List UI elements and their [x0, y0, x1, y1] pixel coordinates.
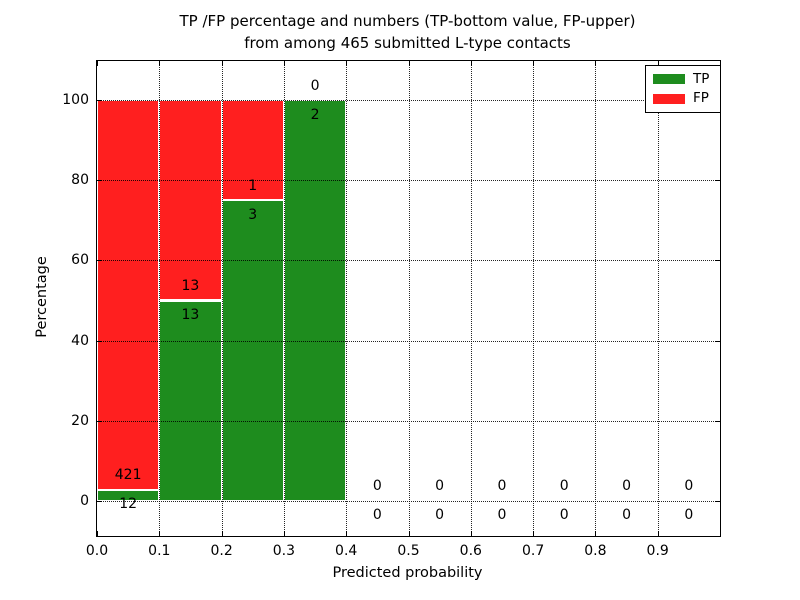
fp-legend-swatch: [653, 93, 685, 104]
x-tick-mark: [657, 531, 659, 536]
x-axis-label: Predicted probability: [332, 565, 483, 581]
fp-count-label: 0: [497, 478, 507, 495]
x-tick-mark-top: [533, 61, 535, 66]
fp-count-label: 0: [622, 478, 632, 495]
grid-line-v: [159, 61, 161, 536]
x-tick-mark: [346, 531, 348, 536]
legend-entry: TP: [653, 70, 720, 87]
x-tick-label: 0.0: [85, 543, 109, 559]
x-tick-label: 0.3: [272, 543, 296, 559]
x-tick-mark: [595, 531, 597, 536]
bar-segment-tp: [283, 100, 347, 501]
y-tick-label: 60: [71, 252, 89, 269]
tp-count-label: 0: [372, 507, 382, 524]
legend-label: FP: [693, 90, 709, 107]
x-tick-mark: [408, 531, 410, 536]
y-tick-label: 20: [71, 412, 89, 429]
chart-title-line2: from among 465 submitted L-type contacts: [244, 34, 571, 52]
y-tick-mark-right: [715, 260, 720, 262]
legend-label: TP: [693, 70, 710, 87]
x-tick-label: 0.6: [459, 543, 482, 559]
x-tick-mark-top: [221, 61, 223, 66]
y-tick-mark: [97, 420, 102, 422]
x-tick-mark-top: [159, 61, 161, 66]
grid-line-v: [595, 61, 597, 536]
tp-legend-swatch: [653, 74, 685, 85]
y-tick-mark-right: [715, 420, 720, 422]
x-tick-label: 0.2: [210, 543, 233, 559]
bar-segment-tp: [221, 200, 284, 501]
tp-count-label: 0: [684, 507, 694, 524]
tp-count-label: 13: [181, 306, 200, 323]
fp-count-label: 0: [684, 478, 694, 495]
y-tick-mark: [97, 260, 102, 262]
tp-count-label: 0: [497, 507, 507, 524]
plot-area: 0.0 0.1 0.2 0.3 0.4 0.5 0.6 0.7 0.8 0.9 0 20 40 60 80 1…: [62, 60, 721, 559]
fp-count-label: 0: [372, 478, 382, 495]
y-tick-label: 0: [80, 492, 89, 509]
x-tick-label: 0.1: [148, 543, 171, 559]
y-tick-mark: [97, 100, 102, 102]
y-tick-label: 40: [71, 332, 89, 349]
y-tick-mark-right: [715, 500, 720, 502]
x-tick-mark: [159, 531, 161, 536]
x-tick-label: 0.9: [646, 543, 669, 559]
bar-segment-fp: [159, 100, 222, 301]
chart-title-line1: TP /FP percentage and numbers (TP-bottom…: [179, 12, 636, 30]
y-tick-mark-right: [715, 340, 720, 342]
y-tick-label: 100: [62, 92, 89, 109]
x-tick-mark-top: [470, 61, 472, 66]
tp-count-label: 3: [248, 206, 258, 223]
bar-segment-fp: [97, 100, 160, 490]
fp-count-label: 0: [435, 478, 445, 495]
bar-segment-tp: [97, 489, 160, 501]
x-tick-mark-top: [97, 61, 98, 66]
y-tick-mark: [97, 340, 102, 342]
tp-count-label: 2: [310, 106, 320, 123]
tp-count-label: 0: [559, 507, 569, 524]
y-tick-label: 80: [71, 172, 89, 189]
x-tick-mark-top: [283, 61, 285, 66]
grid-line-v: [533, 61, 535, 536]
y-tick-mark: [97, 180, 102, 182]
fp-count-label: 0: [559, 478, 569, 495]
x-tick-mark-top: [595, 61, 597, 66]
x-tick-label: 0.7: [521, 543, 545, 559]
y-tick-mark-right: [715, 180, 720, 182]
x-tick-mark: [283, 531, 285, 536]
x-tick-mark: [221, 531, 223, 536]
fp-count-label: 421: [114, 467, 142, 484]
grid-line-v: [470, 61, 472, 536]
grid-line-v: [346, 61, 348, 536]
legend-entry: FP: [653, 92, 720, 105]
x-tick-label: 0.4: [335, 543, 358, 559]
x-tick-mark: [533, 531, 535, 536]
bar-segment-fp: [221, 100, 284, 201]
fp-count-label: 13: [181, 278, 200, 295]
x-tick-mark-top: [657, 61, 659, 66]
legend: TP FP: [645, 65, 721, 113]
chart-title: TP /FP percentage and numbers (TP-bottom…: [96, 10, 719, 54]
tp-count-label: 0: [435, 507, 445, 524]
grid-line-v: [657, 61, 659, 536]
bar-segment-tp: [159, 300, 222, 501]
fp-count-label: 1: [248, 177, 258, 194]
grid-line-v: [283, 61, 285, 536]
x-tick-label: 0.8: [584, 543, 607, 559]
tp-count-label: 0: [622, 507, 632, 524]
x-tick-mark-top: [346, 61, 348, 66]
fp-count-label: 0: [310, 77, 320, 94]
x-tick-label: 0.5: [397, 543, 420, 559]
x-tick-mark: [470, 531, 472, 536]
x-tick-mark-top: [408, 61, 410, 66]
grid-line-v: [408, 61, 410, 536]
y-tick-mark: [97, 500, 102, 502]
x-tick-mark: [97, 531, 98, 536]
tp-count-label: 12: [119, 496, 138, 513]
grid-line-v: [221, 61, 223, 536]
